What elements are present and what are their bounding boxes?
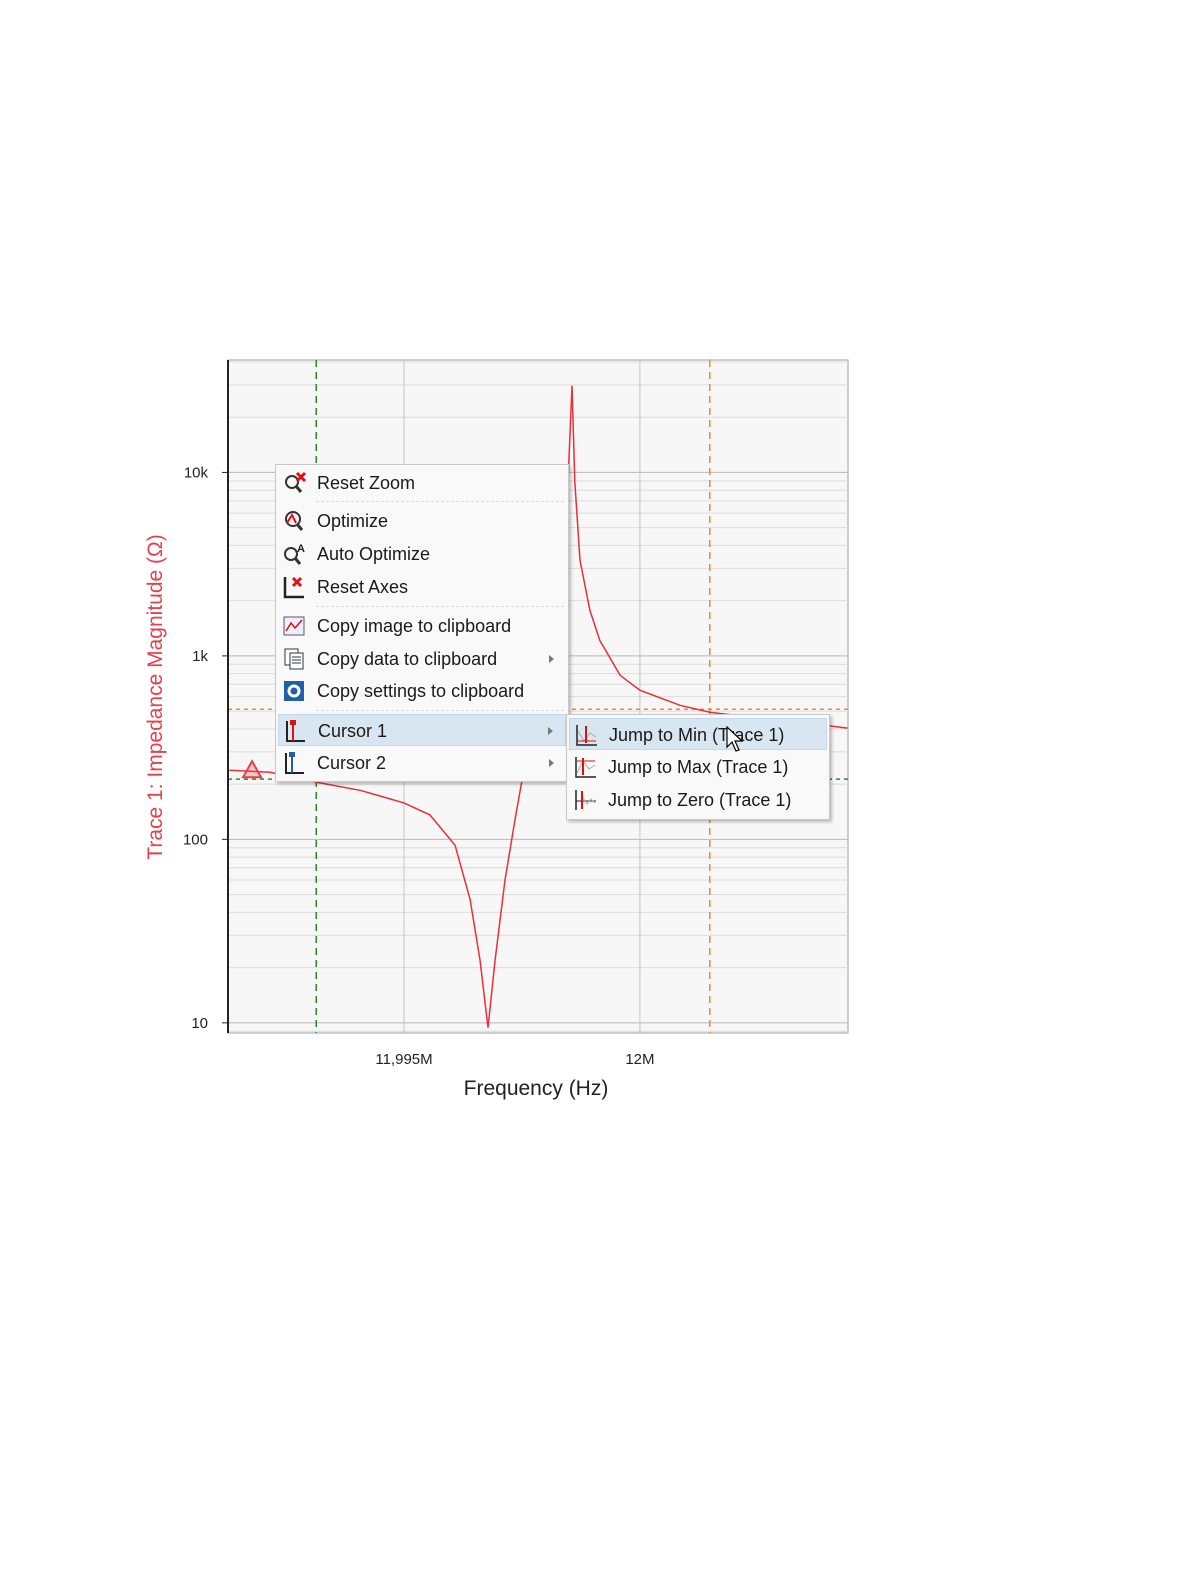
separator <box>316 606 564 607</box>
svg-text:A: A <box>297 543 305 555</box>
menu-item[interactable]: Reset Zoom <box>278 467 566 499</box>
icon <box>576 725 597 746</box>
menu-label: Optimize <box>317 511 389 531</box>
menu-item[interactable]: Copy data to clipboard <box>278 643 566 675</box>
menu-item[interactable]: Cursor 2 <box>278 747 566 779</box>
y-tick-label: 100 <box>183 831 208 848</box>
icon <box>284 681 304 701</box>
submenu-arrow <box>548 727 553 735</box>
icon: A <box>284 543 305 565</box>
menu-item[interactable]: Copy settings to clipboard <box>278 675 566 707</box>
y-tick-label: 10 <box>191 1015 208 1032</box>
menu-label: Cursor 1 <box>318 721 388 741</box>
submenu-item[interactable]: Jump to Max (Trace 1) <box>569 751 827 783</box>
icon <box>285 471 307 493</box>
icon <box>285 511 304 531</box>
submenu-arrow <box>549 759 554 767</box>
x-tick-label: 12M <box>625 1051 654 1068</box>
submenu-label: Jump to Zero (Trace 1) <box>608 790 792 810</box>
icon <box>575 790 596 810</box>
icon <box>283 616 305 636</box>
y-axis-label: Trace 1: Impedance Magnitude (Ω) <box>144 534 167 859</box>
menu-item[interactable]: Reset Axes <box>278 571 566 603</box>
menu-label: Reset Axes <box>317 577 409 597</box>
icon <box>575 757 596 778</box>
menu-item[interactable]: A Auto Optimize <box>278 538 566 570</box>
separator <box>316 710 564 711</box>
y-tick-label: 10k <box>184 464 209 481</box>
x-axis-label: Frequency (Hz) <box>464 1077 609 1100</box>
submenu-label: Jump to Min (Trace 1) <box>609 725 785 745</box>
menu-item[interactable]: Optimize <box>278 505 566 537</box>
submenu-label: Jump to Max (Trace 1) <box>608 757 789 777</box>
submenu-item[interactable]: Jump to Zero (Trace 1) <box>569 784 827 816</box>
menu-item[interactable]: Cursor 1 <box>278 714 566 746</box>
x-tick-label: 11,995M <box>375 1051 432 1068</box>
menu-label: Auto Optimize <box>317 544 431 564</box>
menu-label: Copy settings to clipboard <box>317 681 525 701</box>
separator <box>316 501 564 502</box>
submenu: Jump to Min (Trace 1) Jump to Max (Trace… <box>566 714 830 820</box>
menu-item[interactable]: Copy image to clipboard <box>278 610 566 642</box>
menu-label: Copy image to clipboard <box>317 616 512 636</box>
cursor-marker <box>241 759 263 779</box>
menu-label: Copy data to clipboard <box>317 649 498 669</box>
icon <box>285 752 304 774</box>
submenu-arrow <box>549 655 554 663</box>
context-menu: Reset Zoom Optimize A Auto Optimize Reset… <box>275 464 569 782</box>
submenu-item[interactable]: Jump to Min (Trace 1) <box>569 718 827 750</box>
y-tick-label: 1k <box>192 648 208 665</box>
menu-label: Reset Zoom <box>317 473 416 493</box>
mouse-pointer <box>726 726 744 752</box>
icon <box>283 576 304 599</box>
icon <box>286 720 305 742</box>
menu-label: Cursor 2 <box>317 753 387 773</box>
icon <box>284 648 304 670</box>
